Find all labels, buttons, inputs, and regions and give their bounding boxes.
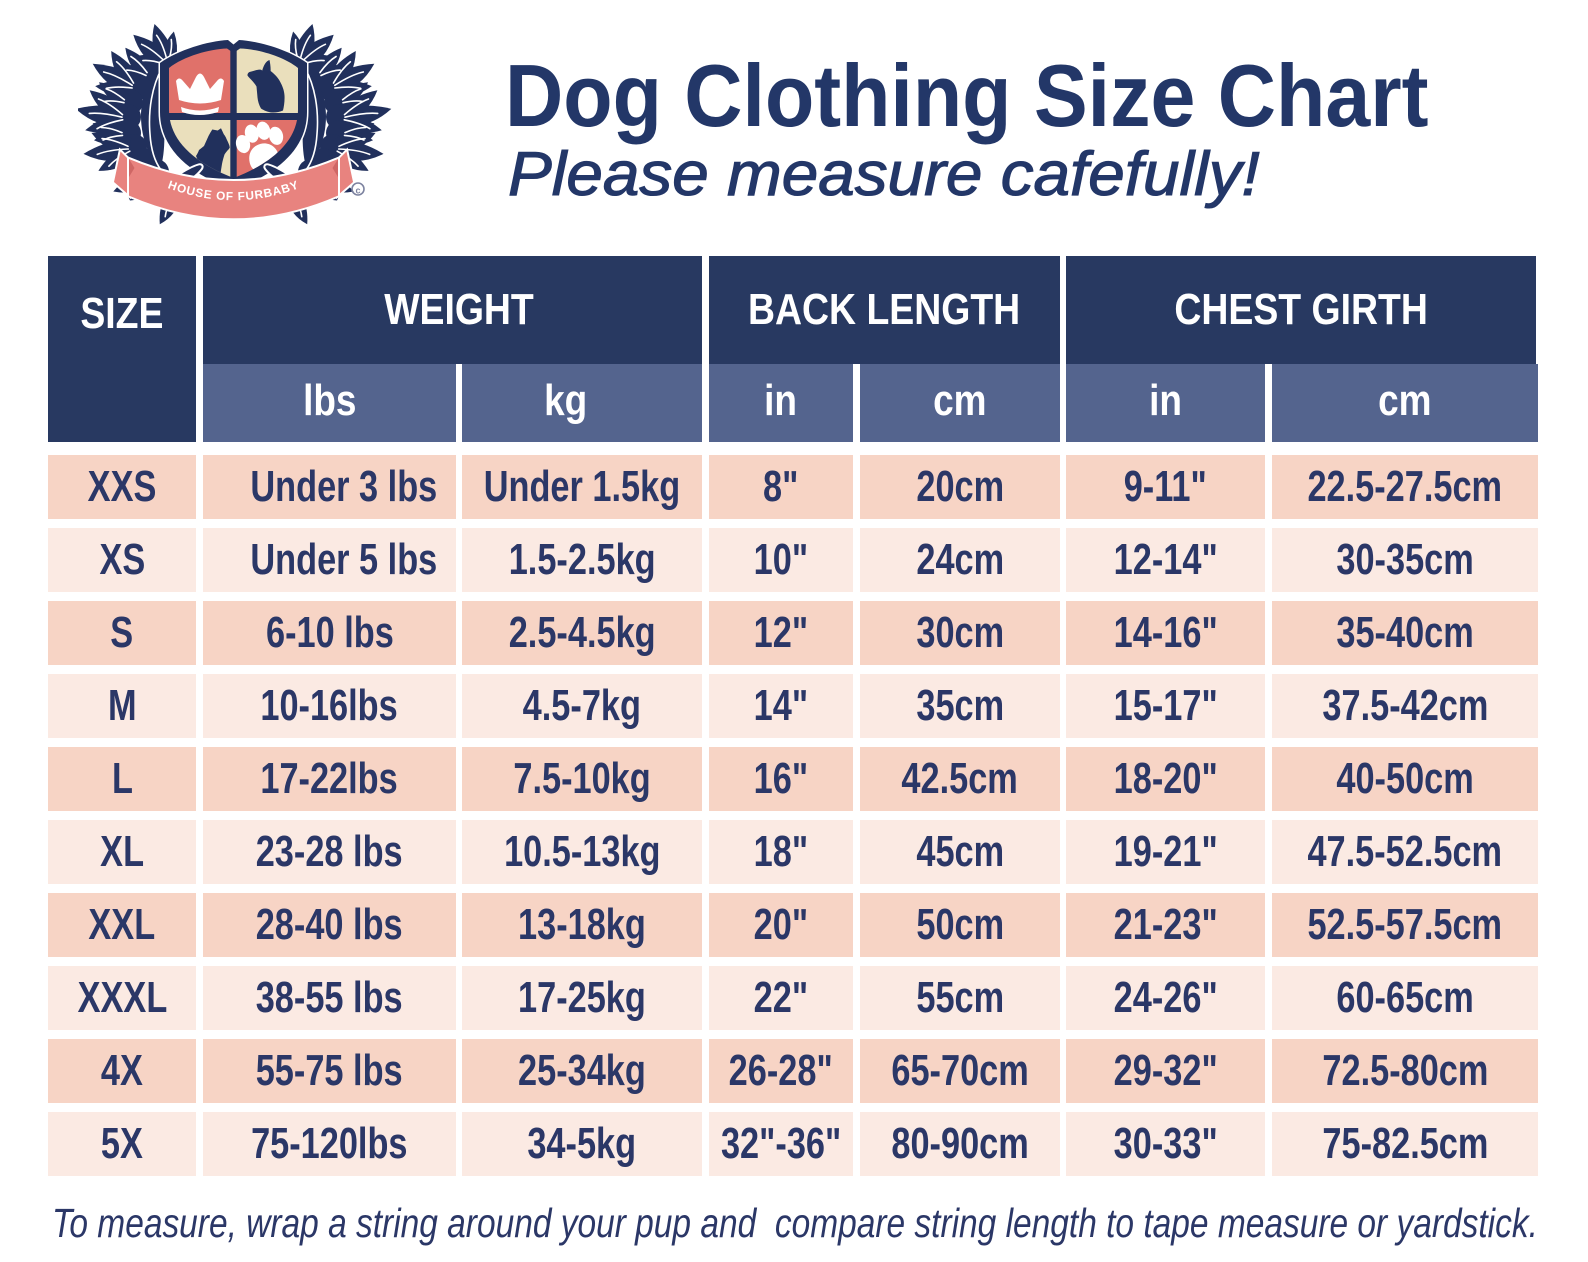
- svg-text:c: c: [355, 186, 360, 196]
